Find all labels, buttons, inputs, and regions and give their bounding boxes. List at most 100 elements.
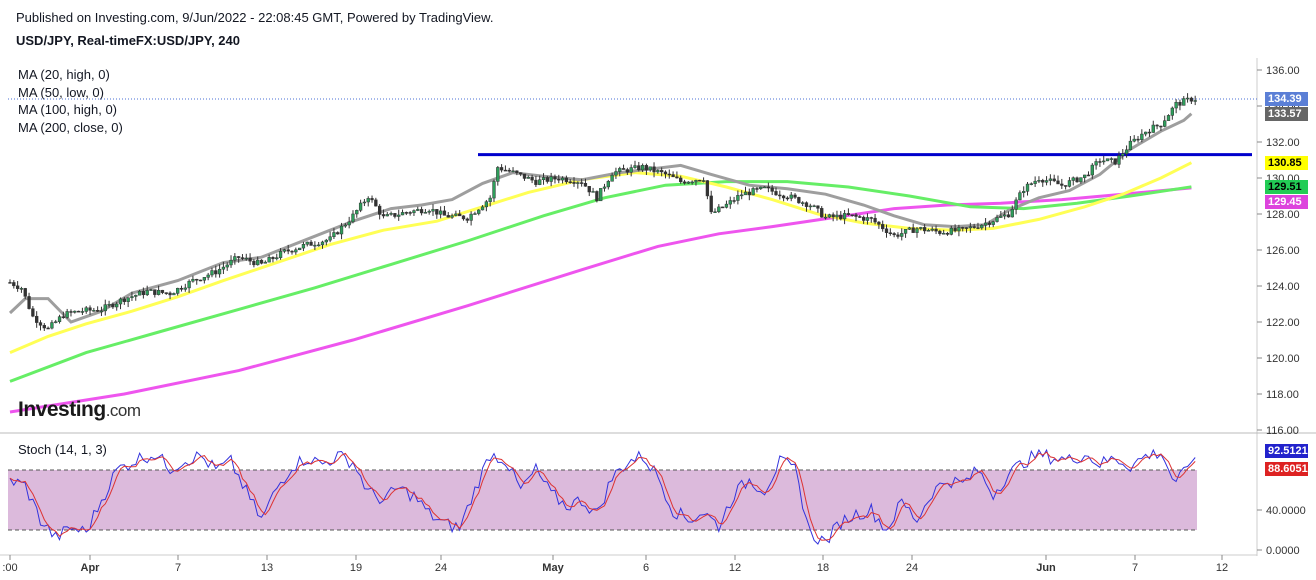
candle-body	[423, 212, 428, 214]
candle-body	[618, 168, 622, 172]
candle-body	[968, 226, 972, 229]
candle-body	[1071, 177, 1075, 181]
x-tick-label: :00	[2, 562, 17, 574]
candle-body	[1117, 155, 1121, 165]
candle-body	[1033, 180, 1037, 184]
candle-body	[153, 289, 157, 295]
candle-body	[69, 311, 73, 313]
candle-body	[881, 224, 885, 230]
candle-body	[957, 227, 961, 232]
candle-body	[816, 205, 820, 209]
candle-body	[839, 214, 843, 220]
ma20-legend[interactable]: MA (20, high, 0)	[18, 67, 110, 82]
candle-body	[1128, 140, 1133, 151]
candle-body	[38, 322, 43, 326]
candle-body	[126, 297, 130, 302]
candle-body	[431, 209, 435, 212]
candle-body	[1109, 158, 1113, 160]
candle-body	[808, 205, 812, 208]
candle-body	[381, 214, 386, 217]
candle-body	[1044, 180, 1049, 183]
candle-body	[507, 169, 511, 172]
candle-body	[374, 199, 378, 207]
candle-body	[46, 327, 50, 330]
stoch-tick-label: 40.0000	[1266, 505, 1306, 517]
candle-body	[522, 173, 527, 179]
candle-body	[164, 292, 168, 294]
candle-body	[1174, 101, 1178, 109]
x-tick-label: 12	[1216, 562, 1228, 574]
candle-body	[926, 230, 931, 232]
candle-body	[599, 188, 603, 202]
candle-body	[660, 170, 664, 173]
candle-body	[145, 290, 149, 296]
candle-body	[976, 227, 980, 229]
candle-body	[294, 249, 298, 253]
candle-body	[438, 210, 443, 215]
candle-body	[103, 304, 107, 312]
candle-body	[560, 177, 565, 181]
candle-body	[1094, 161, 1098, 166]
candle-body	[240, 257, 245, 259]
candle-body	[686, 181, 690, 184]
candle-body	[477, 209, 481, 214]
candle-body	[404, 212, 408, 214]
candle-body	[690, 181, 694, 184]
candle-body	[1063, 185, 1068, 187]
ma-legend: MA (20, high, 0) MA (50, low, 0) MA (100…	[18, 66, 123, 136]
candle-body	[911, 227, 915, 233]
candle-body	[987, 222, 992, 225]
candle-body	[781, 195, 786, 199]
candle-body	[248, 257, 252, 262]
candle-body	[35, 315, 39, 323]
candle-body	[595, 191, 599, 202]
price-label: 130.85	[1265, 155, 1308, 170]
candle-body	[8, 282, 12, 284]
candle-body	[698, 179, 702, 182]
candle-body	[705, 180, 710, 197]
candle-body	[229, 259, 233, 266]
stoch-d-label: 88.6051	[1265, 462, 1308, 477]
candle-body	[282, 249, 287, 252]
stoch-k-label: 92.5121	[1265, 444, 1308, 459]
candle-body	[118, 298, 123, 305]
symbol-title: USD/JPY, Real-timeFX:USD/JPY, 240	[16, 33, 240, 48]
candle-body	[286, 249, 290, 252]
candle-body	[922, 227, 927, 232]
candle-body	[19, 288, 24, 290]
candle-body	[1182, 98, 1186, 106]
candle-body	[339, 225, 344, 235]
candle-body	[92, 310, 96, 312]
candle-body	[717, 206, 721, 212]
candle-body	[419, 209, 424, 214]
ma50-legend[interactable]: MA (50, low, 0)	[18, 84, 104, 100]
candle-body	[400, 212, 405, 216]
candle-body	[42, 325, 46, 329]
candle-body	[1178, 101, 1182, 106]
candle-body	[309, 241, 313, 246]
candle-body	[1159, 125, 1163, 128]
candle-body	[728, 200, 732, 205]
candle-body	[793, 194, 797, 198]
candle-body	[682, 181, 687, 184]
candle-body	[202, 277, 207, 281]
candle-body	[663, 171, 668, 175]
x-tick-label: 19	[350, 562, 362, 574]
candle-body	[774, 191, 778, 196]
candle-body	[115, 303, 119, 308]
ma200-legend[interactable]: MA (200, close, 0)	[18, 119, 123, 135]
candle-body	[156, 289, 161, 295]
candle-body	[252, 260, 256, 266]
stoch-band	[8, 470, 1197, 530]
candle-body	[1147, 131, 1152, 134]
candle-body	[263, 261, 267, 264]
candle-body	[579, 182, 584, 184]
candle-body	[949, 227, 953, 235]
ma100-legend[interactable]: MA (100, high, 0)	[18, 102, 117, 117]
y-tick-label: 128.00	[1266, 209, 1300, 221]
candle-body	[57, 316, 62, 322]
candle-body	[50, 322, 54, 329]
candle-body	[290, 250, 294, 253]
stoch-k-line	[9, 448, 1196, 545]
